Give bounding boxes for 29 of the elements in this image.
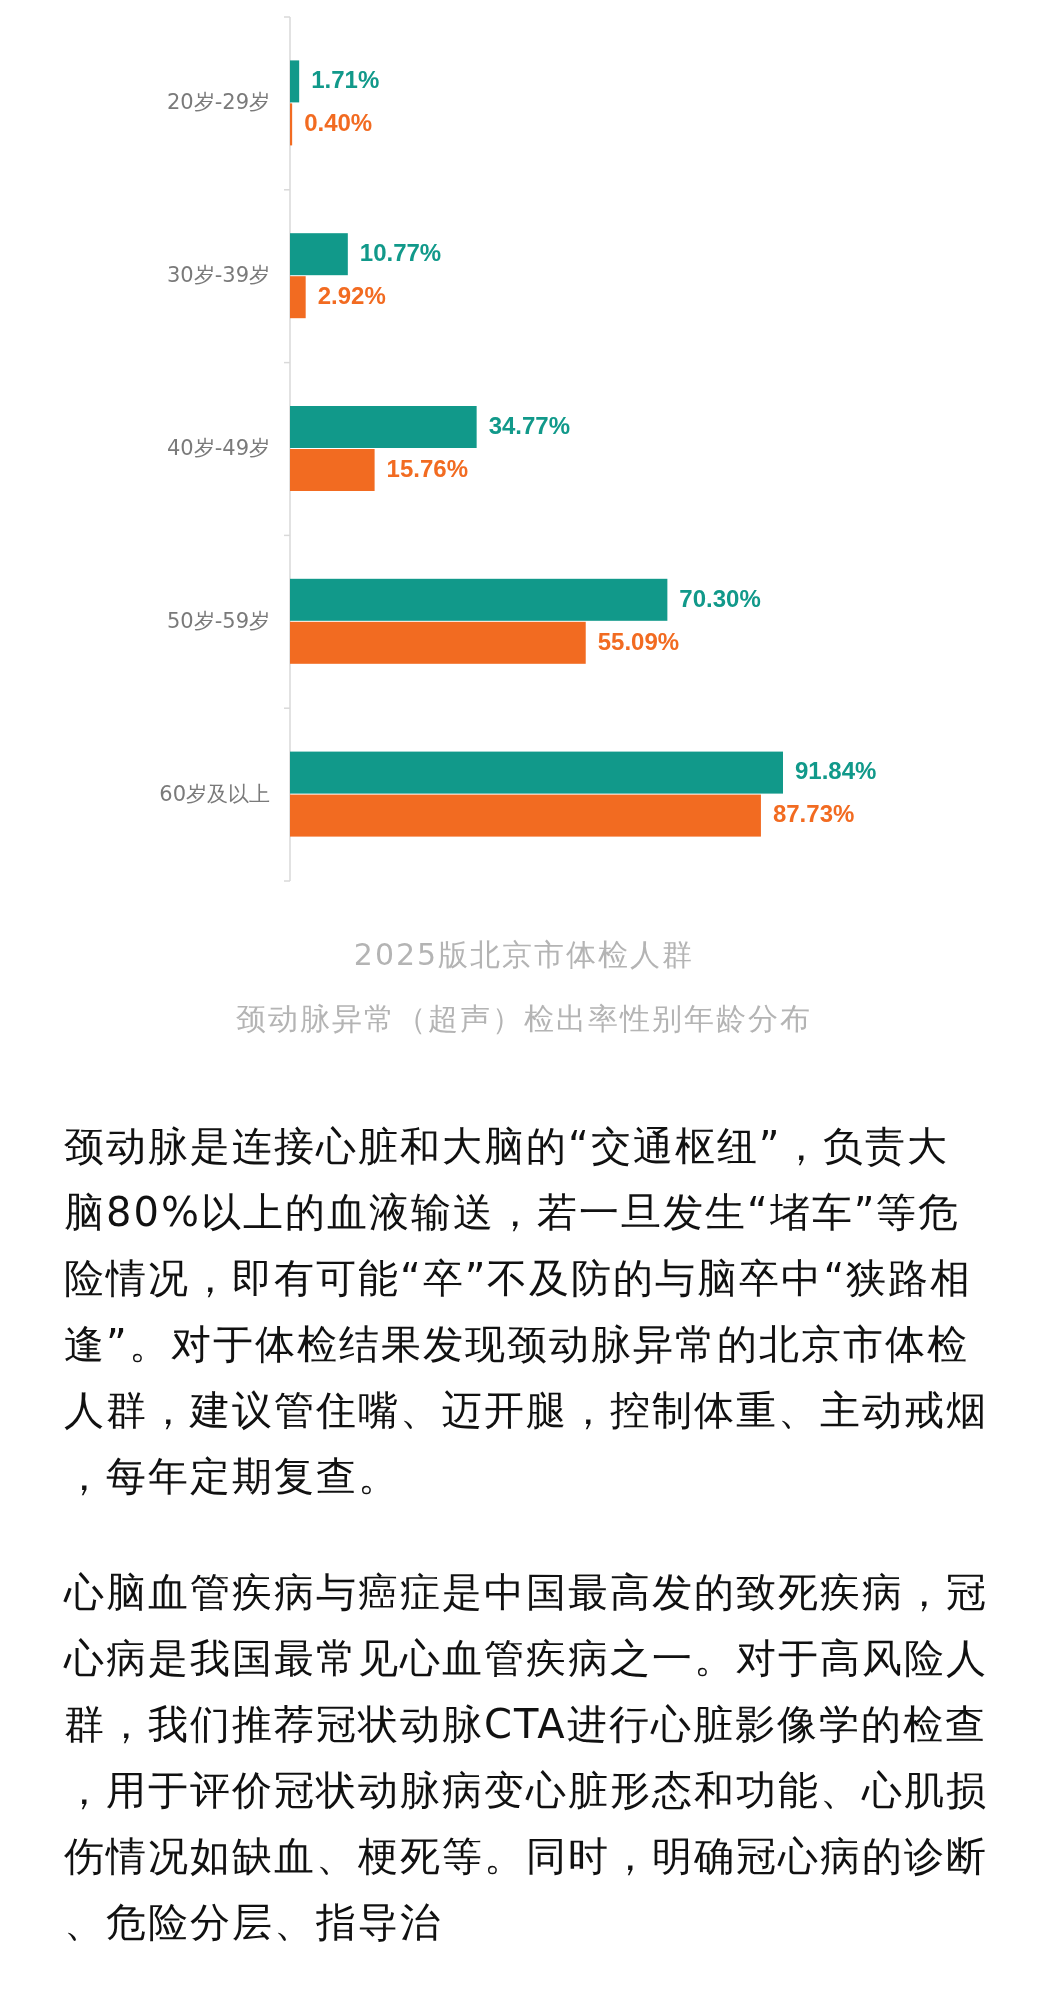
y-tick-label: 60岁及以上 (159, 781, 270, 806)
bar (290, 449, 375, 491)
bar (290, 60, 300, 103)
bar (290, 233, 348, 276)
bar (290, 751, 783, 794)
text: 2025版北京市体检人群 (353, 937, 695, 972)
data-label: 70.30% (679, 584, 761, 612)
bar (290, 621, 586, 664)
text: 心脑血管疾病与癌症是中国最高发的致死疾病，冠心病是我国最常见心血管疾病之一。对于高风险人群，我们推荐冠状动脉CTA进行心脏影像学的检查，用于评价冠状动脉病变心脏形态和功能、心肌损伤情况如缺血、梗死等。同时，明确冠心病的诊断、危险分层、指导治 (63, 1569, 988, 1945)
y-tick-label: 30岁-39岁 (166, 263, 270, 288)
data-label: 15.76% (386, 454, 469, 482)
bar (290, 276, 306, 319)
bar (290, 794, 761, 837)
bar (290, 103, 293, 146)
data-label: 1.71% (311, 66, 380, 94)
data-label: 0.40% (304, 109, 373, 137)
y-tick-label: 20岁-29岁 (166, 90, 270, 115)
text: 颈动脉是连接心脏和大脑的“交通枢纽”，负责大脑80%以上的血液输送，若一旦发生“堵车”等危险情况，即有可能“卒”不及防的与脑卒中“狭路相逢”。对于体检结果发现颈动脉异常的北京市体检人群，建议管住嘴、迈开腿，控制体重、主动戒烟，每年定期复查。 (64, 1123, 988, 1499)
bar (290, 578, 668, 621)
data-label: 91.84% (795, 757, 877, 785)
data-label: 34.77% (488, 411, 571, 439)
bar (290, 406, 477, 448)
y-tick-label: 50岁-59岁 (166, 608, 270, 633)
data-label: 55.09% (597, 627, 680, 655)
data-label: 87.73% (772, 800, 855, 828)
text: 颈动脉异常（超声）检出率性别年龄分布 (236, 1001, 812, 1036)
data-label: 2.92% (317, 282, 386, 310)
data-label: 10.77% (359, 239, 442, 267)
y-tick-label: 40岁-49岁 (166, 436, 270, 460)
